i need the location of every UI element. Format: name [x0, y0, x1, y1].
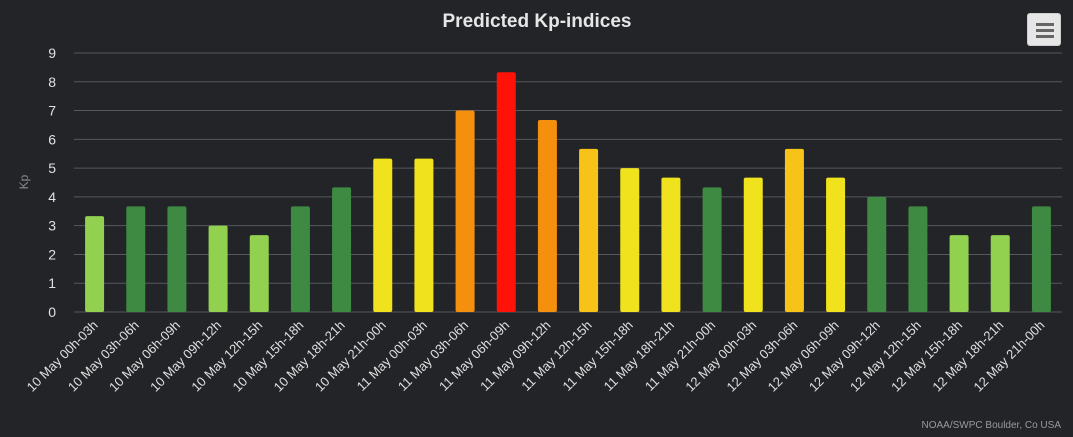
x-tick-label: 12 May 21h-00h: [970, 318, 1047, 395]
y-tick-label: 4: [48, 189, 56, 205]
y-tick-label: 9: [48, 45, 56, 61]
bar: [455, 110, 475, 312]
y-tick-label: 6: [48, 131, 56, 147]
x-tick-label: 10 May 18h-21h: [271, 318, 348, 395]
bar: [784, 148, 804, 312]
x-tick-label: 10 May 15h-18h: [229, 318, 306, 395]
bar: [126, 206, 146, 312]
chart-credit[interactable]: NOAA/SWPC Boulder, Co USA: [921, 420, 1062, 431]
x-tick-label: 12 May 12h-15h: [847, 318, 924, 395]
x-tick-label: 12 May 06h-09h: [765, 318, 842, 395]
bar: [949, 235, 969, 312]
bar: [537, 120, 557, 313]
y-tick-label: 5: [48, 160, 56, 176]
bar: [85, 216, 105, 312]
bar: [661, 177, 681, 312]
x-tick-label: 11 May 12h-15h: [518, 318, 594, 394]
x-tick-label: 12 May 18h-21h: [929, 318, 1006, 395]
chart-menu-button[interactable]: [1027, 13, 1061, 46]
chart-title: Predicted Kp-indices: [443, 11, 632, 32]
bar: [908, 206, 928, 312]
y-tick-label: 2: [48, 246, 56, 262]
bar: [579, 148, 599, 312]
bar: [290, 206, 310, 312]
x-tick-label: 11 May 06h-09h: [436, 318, 512, 394]
x-tick-label: 12 May 15h-18h: [888, 318, 965, 395]
x-tick-label: 10 May 09h-12h: [147, 318, 224, 395]
bar: [167, 206, 187, 312]
bar: [414, 158, 434, 312]
x-tick-label: 10 May 21h-00h: [312, 318, 389, 395]
y-axis-title: Kp: [17, 174, 31, 189]
x-tick-label: 11 May 18h-21h: [601, 318, 677, 394]
y-tick-label: 1: [48, 275, 56, 291]
x-tick-label: 10 May 12h-15h: [188, 318, 265, 395]
bar: [743, 177, 763, 312]
bar: [620, 168, 640, 312]
x-tick-label: 10 May 06h-09h: [106, 318, 183, 395]
x-tick-label: 12 May 09h-12h: [806, 318, 883, 395]
y-tick-label: 7: [48, 103, 56, 119]
x-tick-label: 11 May 15h-18h: [560, 318, 636, 394]
bar: [990, 235, 1010, 312]
x-tick-label: 12 May 03h-06h: [723, 318, 800, 395]
y-tick-label: 0: [48, 304, 56, 320]
x-tick-label: 10 May 00h-03h: [24, 318, 101, 395]
bar: [373, 158, 393, 312]
y-tick-label: 3: [48, 218, 56, 234]
x-tick-label: 11 May 00h-03h: [354, 318, 430, 394]
bar: [826, 177, 846, 312]
bar: [867, 196, 887, 312]
bar: [496, 72, 516, 312]
hamburger-menu-icon: [1036, 23, 1054, 26]
x-tick-label: 11 May 21h-00h: [642, 318, 718, 394]
bar: [332, 187, 352, 312]
bar: [1031, 206, 1051, 312]
x-tick-label: 11 May 09h-12h: [477, 318, 553, 394]
x-tick-label: 10 May 03h-06h: [65, 318, 142, 395]
bar: [249, 235, 269, 312]
x-tick-label: 11 May 03h-06h: [395, 318, 471, 394]
bar: [208, 225, 228, 312]
x-tick-label: 12 May 00h-03h: [682, 318, 759, 395]
bar: [702, 187, 722, 312]
y-tick-label: 8: [48, 74, 56, 90]
